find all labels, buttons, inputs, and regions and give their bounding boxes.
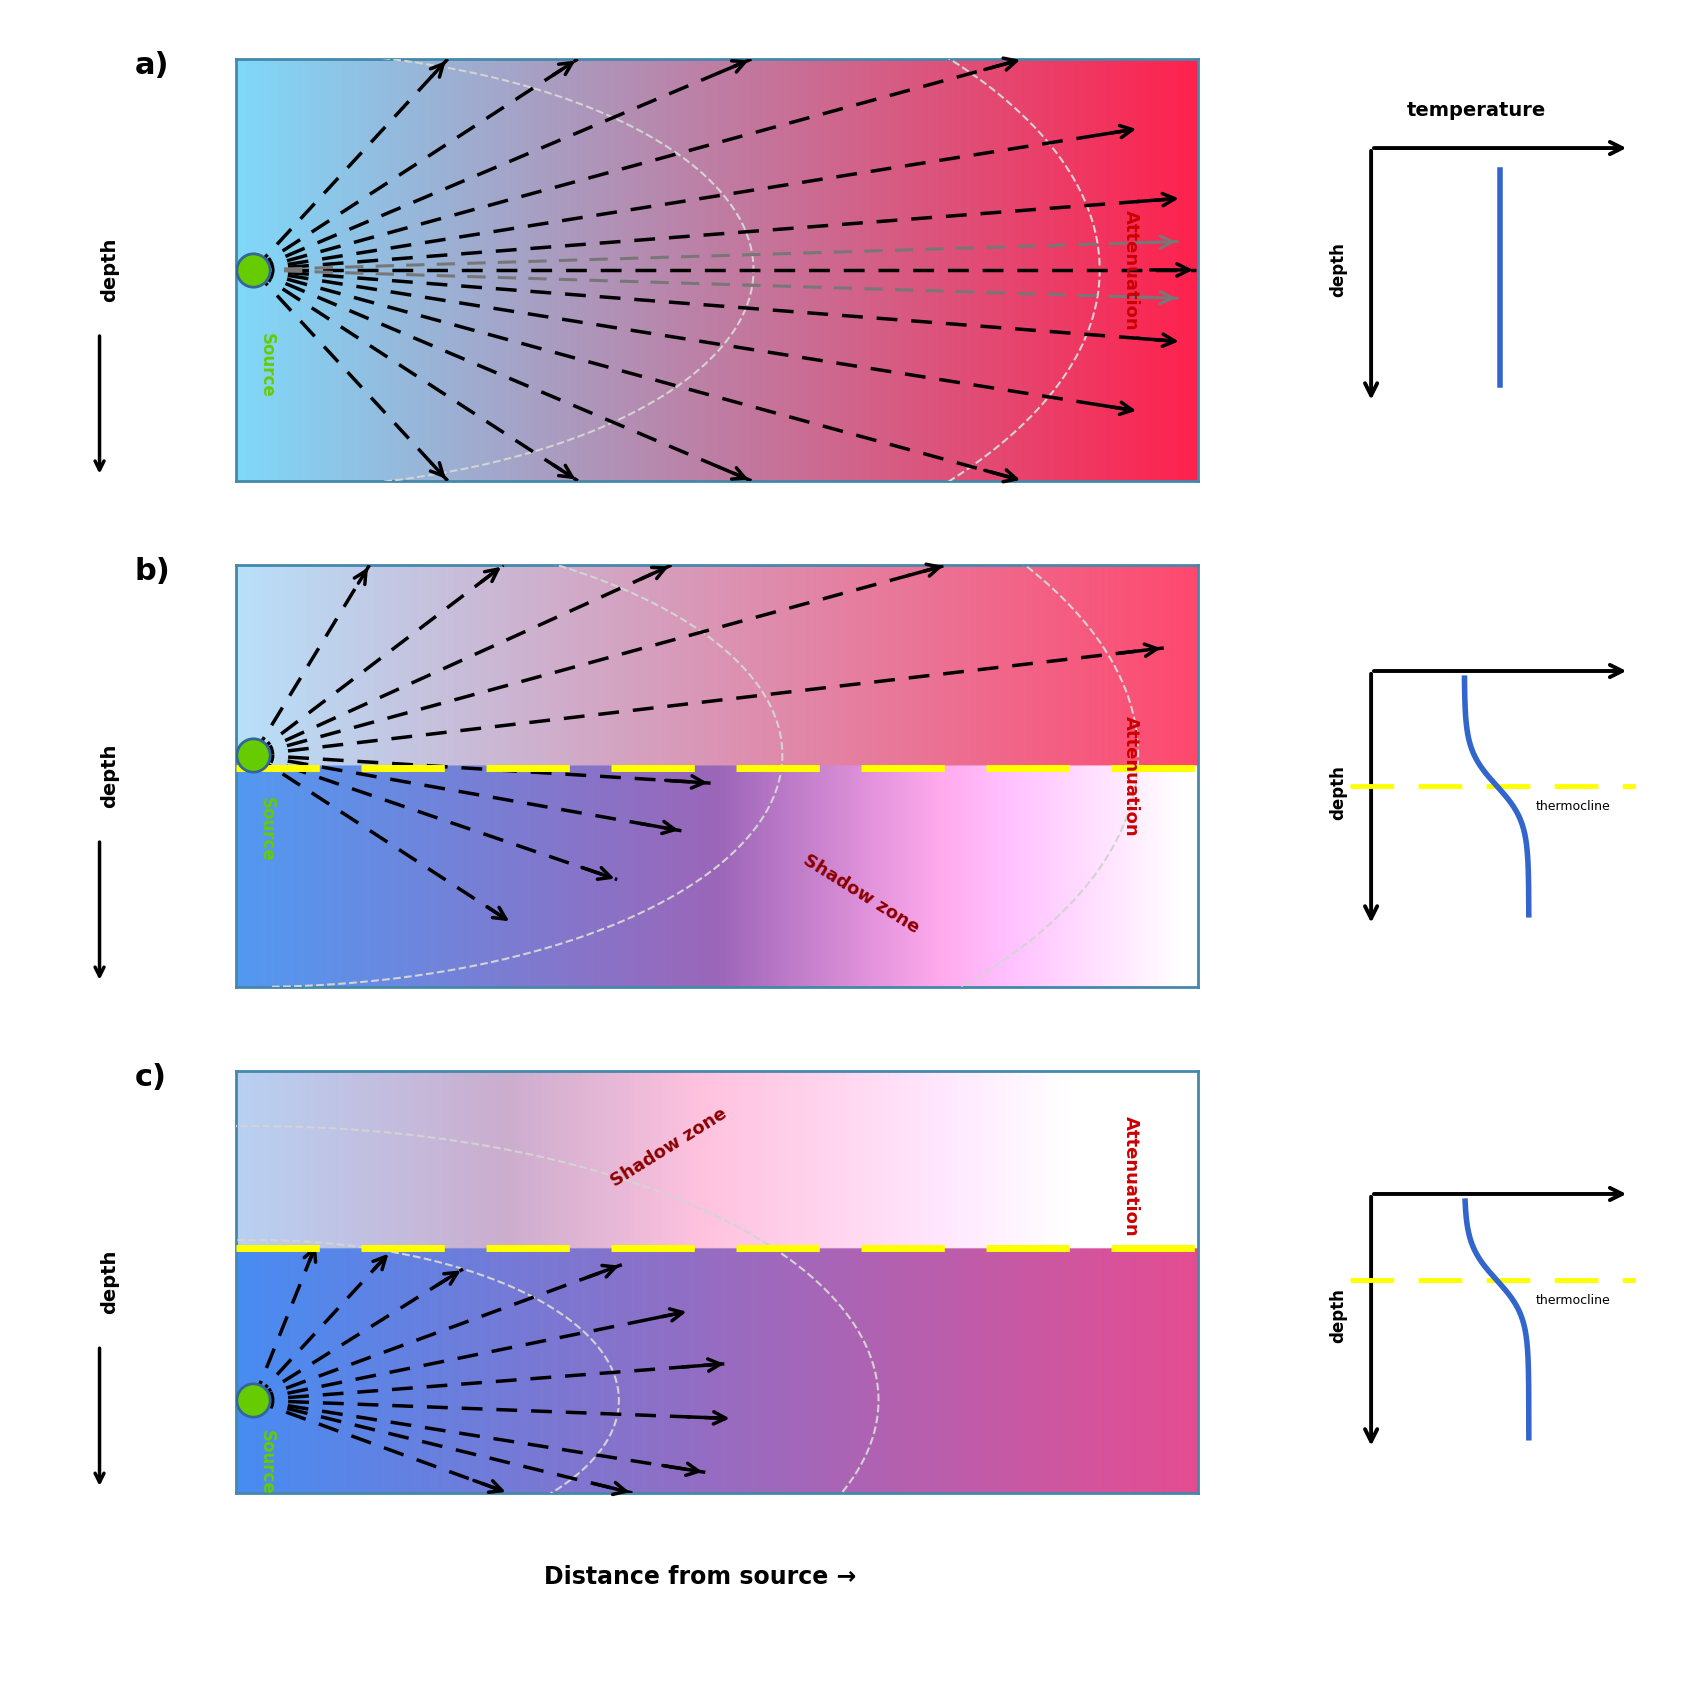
Text: Attenuation: Attenuation [1122, 209, 1139, 331]
Text: depth: depth [1329, 243, 1346, 297]
Text: Distance from source →: Distance from source → [543, 1566, 857, 1589]
Text: depth: depth [1329, 766, 1346, 820]
Text: depth: depth [100, 744, 120, 808]
Text: a): a) [135, 51, 169, 79]
Text: thermocline: thermocline [1535, 800, 1611, 813]
Text: Attenuation: Attenuation [1122, 715, 1139, 837]
Text: Source: Source [258, 1431, 275, 1495]
Text: Shadow zone: Shadow zone [800, 852, 923, 936]
Text: c): c) [135, 1063, 167, 1091]
Text: depth: depth [100, 238, 120, 302]
Text: depth: depth [100, 1250, 120, 1314]
Text: b): b) [135, 557, 170, 585]
Text: Attenuation: Attenuation [1122, 1117, 1139, 1237]
Text: Source: Source [258, 334, 275, 398]
Text: depth: depth [1329, 1289, 1346, 1343]
Text: Shadow zone: Shadow zone [607, 1105, 730, 1189]
Text: temperature: temperature [1407, 101, 1545, 120]
Text: thermocline: thermocline [1535, 1294, 1611, 1307]
Text: Source: Source [258, 798, 275, 862]
